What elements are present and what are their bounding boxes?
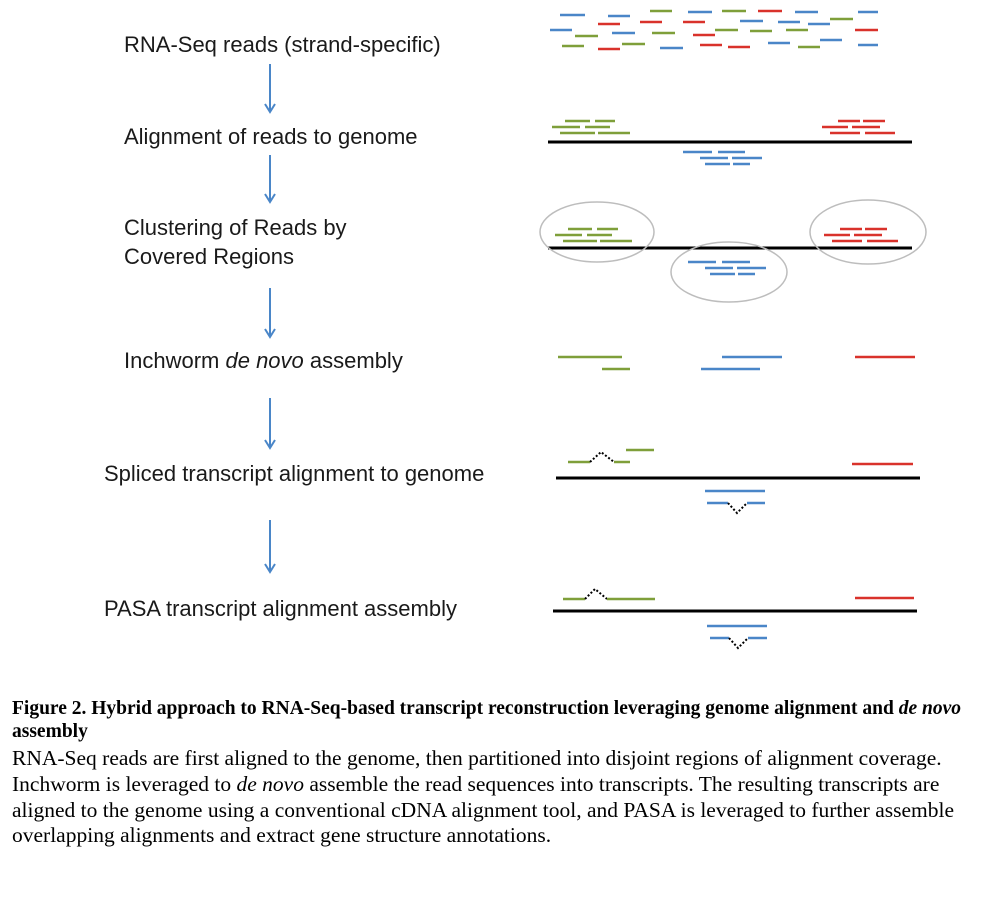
blue-read-stack [683, 150, 762, 166]
caption-title: Figure 2. Hybrid approach to RNA-Seq-bas… [12, 697, 997, 743]
clustering-stage [539, 199, 927, 303]
flow-arrowhead-2 [264, 193, 276, 204]
caption-body-part1: RNA-Seq reads are first aligned to the g… [12, 746, 942, 796]
green-intron [584, 587, 608, 600]
step-label-alignment: Alignment of reads to genome [124, 124, 418, 149]
inchworm-contigs [558, 355, 915, 371]
flow-arrowhead-4 [264, 439, 276, 450]
spliced-alignment-stage [556, 448, 920, 515]
inchworm-text-italic: de novo [225, 348, 304, 373]
green-read-stack [552, 119, 630, 135]
step-label-clustering-line1: Clustering of Reads by [124, 215, 347, 240]
alignment-stage [548, 119, 912, 166]
caption-title-part1: Figure 2. Hybrid approach to RNA-Seq-bas… [12, 698, 899, 719]
flow-arrows [264, 64, 276, 574]
caption-body-italic: de novo [236, 771, 304, 796]
blue-read-stack [688, 260, 766, 276]
step-label-spliced-alignment: Spliced transcript alignment to genome [104, 461, 485, 486]
pasa-assembly-stage [553, 587, 917, 650]
flow-arrowhead-1 [264, 103, 276, 114]
caption-body: RNA-Seq reads are first aligned to the g… [12, 746, 997, 849]
figure-caption: Figure 2. Hybrid approach to RNA-Seq-bas… [12, 697, 997, 849]
inchworm-text-after: assembly [303, 348, 403, 373]
step-label-clustering: Clustering of Reads by Covered Regions [124, 213, 347, 271]
caption-title-italic: de novo [898, 698, 961, 719]
inchworm-text-before: Inchworm [124, 348, 226, 373]
blue-intron [728, 637, 749, 650]
caption-title-part2: assembly [12, 721, 88, 742]
red-read-stack [822, 119, 895, 135]
cluster-ellipse-red [809, 199, 927, 265]
caption-body-part2: assemble the read sequences into transcr… [12, 771, 955, 848]
red-read-stack [824, 227, 898, 243]
step-label-pasa-assembly: PASA transcript alignment assembly [104, 596, 457, 621]
step-label-clustering-line2: Covered Regions [124, 244, 294, 269]
cluster-ellipse-green [539, 201, 655, 263]
step-label-inchworm: Inchworm de novo assembly [124, 346, 403, 375]
cluster-ellipse-blue [670, 241, 788, 303]
raw-reads [550, 9, 878, 51]
flow-arrowhead-3 [264, 328, 276, 339]
pipeline-diagram [264, 9, 927, 650]
step-label-rnaseq-reads: RNA-Seq reads (strand-specific) [124, 32, 441, 57]
green-read-stack [555, 227, 632, 243]
flow-arrowhead-5 [264, 563, 276, 574]
blue-intron [727, 502, 748, 515]
green-intron [589, 450, 615, 463]
